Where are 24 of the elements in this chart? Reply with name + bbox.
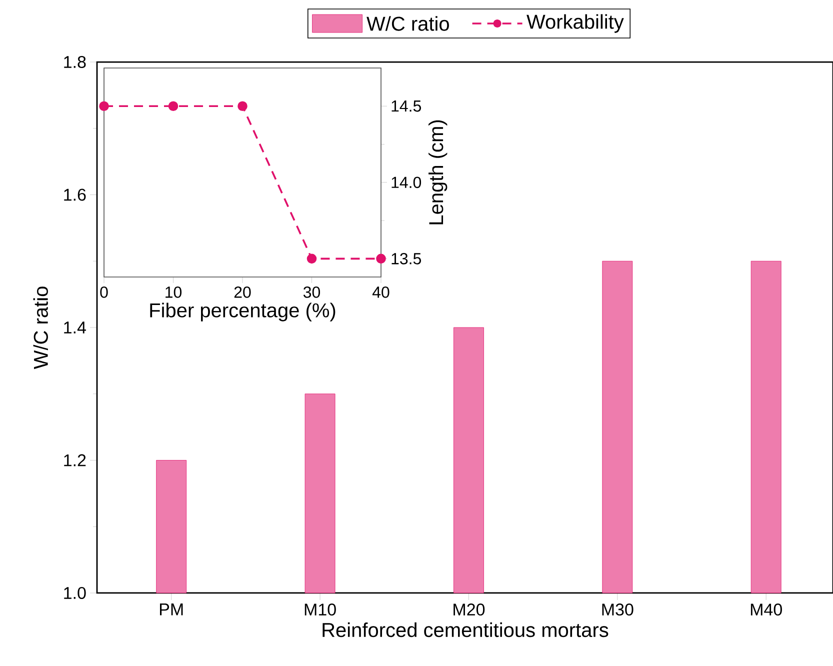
y-tick-label: 1.6 xyxy=(64,188,86,201)
x-tick-label: PM xyxy=(160,604,183,616)
legend-label: W/C ratio xyxy=(366,16,449,31)
y-axis-title: Length (cm) xyxy=(428,120,448,224)
x-tick-label: 30 xyxy=(303,286,320,298)
x-tick-label: 0 xyxy=(100,286,108,298)
x-tick-label: M20 xyxy=(454,604,485,616)
y-tick-label: 1.4 xyxy=(64,322,86,334)
y-tick-label: 14.5 xyxy=(392,100,421,112)
x-tick-label: 20 xyxy=(234,286,251,298)
x-tick-label: 40 xyxy=(372,286,390,298)
y-tick-label: 14.0 xyxy=(392,176,422,188)
x-axis-title: Reinforced cementitious mortars xyxy=(322,622,608,638)
y-tick-label: 1.8 xyxy=(64,56,86,68)
legend-label: Workability xyxy=(526,14,624,33)
y-tick-label: 13.5 xyxy=(392,253,421,264)
x-tick-label: M40 xyxy=(750,604,782,616)
x-tick-label: M30 xyxy=(602,604,634,616)
y-tick-label: 1.2 xyxy=(64,454,86,466)
x-tick-label: 10 xyxy=(166,286,182,298)
x-tick-label: M10 xyxy=(304,604,336,616)
x-axis-title: Fiber percentage (%) xyxy=(150,302,336,322)
y-tick-label: 1.0 xyxy=(64,586,86,600)
y-axis-title: W/C ratio xyxy=(33,286,48,370)
